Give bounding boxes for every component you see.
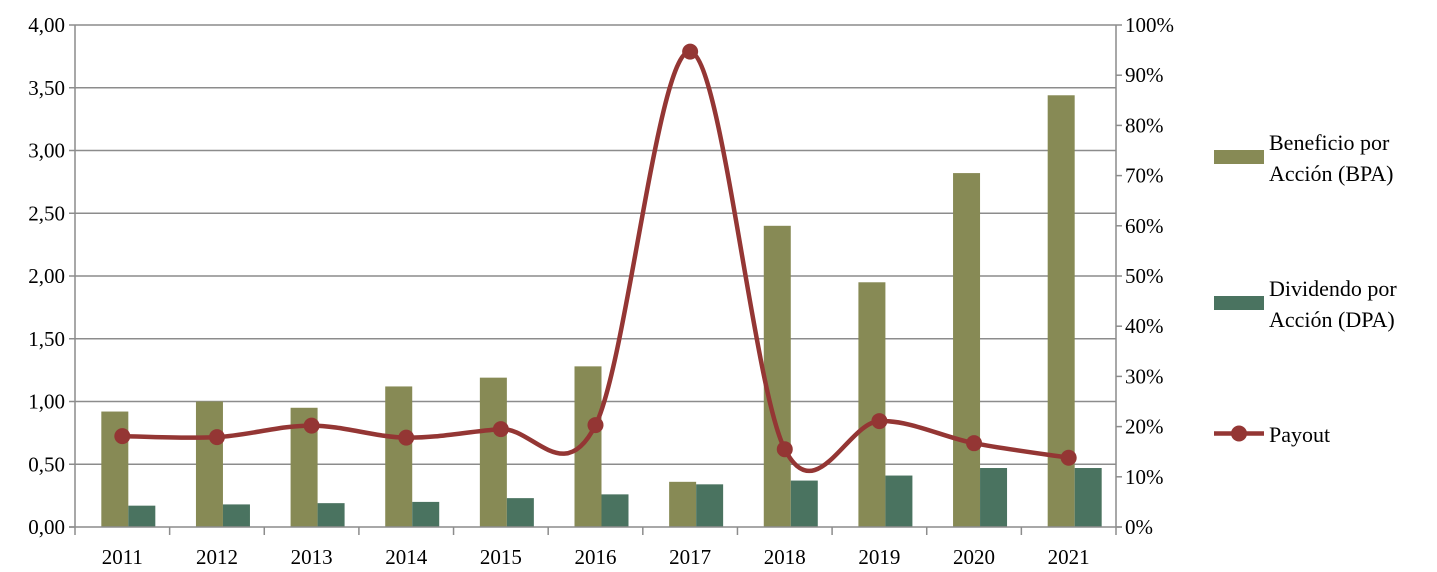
- payout-point-2012: [208, 429, 225, 446]
- left-tick-label: 2,00: [28, 264, 65, 288]
- dpa-bar-2013: [317, 503, 345, 527]
- payout-point-2020: [966, 435, 983, 452]
- left-tick-label: 3,50: [28, 76, 65, 100]
- right-tick-label: 0%: [1125, 515, 1153, 539]
- left-tick-label: 0,50: [28, 452, 65, 476]
- dpa-bar-2016: [601, 494, 629, 527]
- right-tick-label: 30%: [1125, 364, 1164, 388]
- gridlines: [75, 24, 1116, 465]
- legend: Beneficio por Acción (BPA) Dividendo por Ac…: [1214, 130, 1397, 447]
- payout-point-2013: [303, 417, 320, 434]
- bpa-bar-2012: [195, 401, 223, 527]
- right-axis-tick-labels: 0% 10% 20% 30% 40% 50% 60% 70% 80% 90% 100%: [1125, 13, 1174, 539]
- payout-point-2021: [1060, 449, 1077, 466]
- dpa-bar-2019: [885, 475, 913, 527]
- bpa-bar-2019: [858, 282, 886, 527]
- right-tick-label: 60%: [1125, 214, 1164, 238]
- left-tick-label: 2,50: [28, 201, 65, 225]
- payout-point-2018: [776, 441, 793, 458]
- right-tick-label: 50%: [1125, 264, 1164, 288]
- bpa-bar-2020: [953, 173, 981, 527]
- legend-label: Acción (DPA): [1269, 307, 1395, 332]
- left-tick-label: 0,00: [28, 515, 65, 539]
- payout-point-2016: [587, 417, 604, 434]
- payout-point-2019: [871, 413, 888, 430]
- right-tick-label: 20%: [1125, 415, 1164, 439]
- right-tick-label: 100%: [1125, 13, 1174, 37]
- x-tick-label: 2013: [291, 545, 333, 569]
- legend-label: Beneficio por: [1269, 130, 1390, 155]
- x-tick-label: 2019: [858, 545, 900, 569]
- payout-point-2015: [492, 421, 509, 438]
- legend-swatch-payout-marker: [1231, 425, 1247, 442]
- x-tick-label: 2017: [669, 545, 711, 569]
- legend-swatch-bpa: [1214, 150, 1264, 164]
- x-tick-label: 2014: [385, 545, 428, 569]
- bars: [101, 95, 1102, 528]
- payout-line-series: [114, 43, 1077, 473]
- x-tick-label: 2020: [953, 545, 995, 569]
- payout-point-2011: [114, 428, 131, 445]
- x-tick-label: 2015: [480, 545, 522, 569]
- dpa-bar-2017: [696, 484, 724, 527]
- left-tick-label: 1,50: [28, 327, 65, 351]
- bpa-bar-2014: [385, 386, 413, 527]
- axes: [69, 24, 1122, 535]
- bpa-bar-2015: [479, 377, 507, 527]
- dpa-bar-2015: [506, 498, 534, 527]
- left-axis-tick-labels: 0,00 0,50 1,00 1,50 2,00 2,50 3,00 3,50 4,00: [28, 13, 65, 539]
- bpa-bar-2017: [669, 481, 697, 527]
- dpa-bar-2018: [790, 480, 818, 527]
- x-tick-label: 2018: [764, 545, 806, 569]
- payout-point-2014: [398, 429, 415, 446]
- payout-point-2017: [682, 43, 699, 60]
- x-tick-label: 2016: [575, 545, 617, 569]
- bpa-bar-2018: [763, 225, 791, 528]
- dpa-bar-2014: [412, 501, 440, 527]
- legend-label: Acción (BPA): [1269, 161, 1393, 186]
- legend-label: Payout: [1269, 422, 1330, 447]
- left-tick-label: 3,00: [28, 139, 65, 163]
- x-tick-label: 2012: [196, 545, 238, 569]
- x-axis-tick-labels: 2011 2012 2013 2014 2015 2016 2017 2018 2019 2020…: [102, 545, 1090, 569]
- x-tick-label: 2011: [102, 545, 143, 569]
- right-tick-label: 90%: [1125, 63, 1164, 87]
- right-tick-label: 40%: [1125, 314, 1164, 338]
- dpa-bar-2011: [128, 505, 156, 527]
- x-tick-label: 2021: [1048, 545, 1090, 569]
- left-tick-label: 4,00: [28, 13, 65, 37]
- left-tick-label: 1,00: [28, 390, 65, 414]
- dpa-bar-2021: [1074, 468, 1102, 527]
- right-tick-label: 70%: [1125, 164, 1164, 188]
- dpa-bar-2020: [980, 468, 1008, 527]
- right-tick-label: 10%: [1125, 465, 1164, 489]
- dpa-bar-2012: [222, 504, 250, 527]
- legend-swatch-dpa: [1214, 296, 1264, 310]
- right-tick-label: 80%: [1125, 113, 1164, 137]
- legend-label: Dividendo por: [1269, 276, 1397, 301]
